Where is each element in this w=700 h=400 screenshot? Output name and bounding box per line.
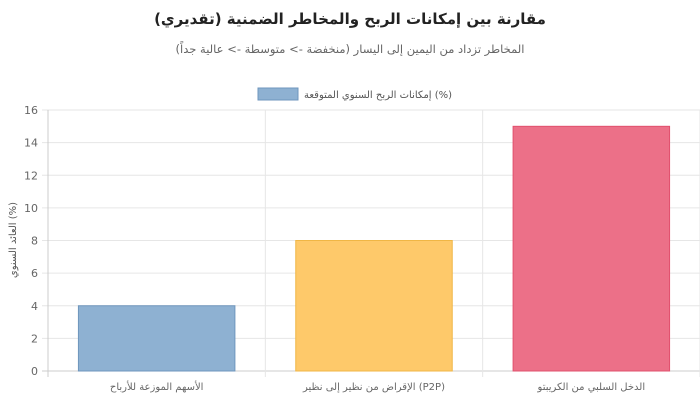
bar[interactable] bbox=[77, 305, 236, 372]
y-tick-label: 10 bbox=[24, 202, 38, 215]
y-tick-label: 12 bbox=[24, 169, 38, 182]
legend-label: إمكانات الربح السنوي المتوقعة (%) bbox=[304, 90, 452, 101]
x-axis-labels: الأسهم الموزعة للأرباح الإقراض من نظير إل… bbox=[110, 380, 645, 393]
x-tick-label: الدخل السلبي من الكريبتو bbox=[537, 382, 646, 393]
x-tick-label: الأسهم الموزعة للأرباح bbox=[110, 380, 204, 393]
y-axis-ticks: 0 2 4 6 8 10 12 14 16 bbox=[24, 104, 38, 378]
y-tick-label: 16 bbox=[24, 104, 38, 117]
bar[interactable] bbox=[295, 240, 453, 372]
y-axis-title: العائد السنوي (%) bbox=[8, 202, 19, 278]
bars bbox=[77, 125, 671, 372]
bar[interactable] bbox=[512, 125, 671, 372]
chart-title: مقارنة بين إمكانات الربح والمخاطر الضمني… bbox=[154, 10, 546, 29]
legend[interactable]: إمكانات الربح السنوي المتوقعة (%) bbox=[257, 87, 452, 101]
y-tick-label: 2 bbox=[31, 332, 38, 345]
y-tick-label: 8 bbox=[31, 235, 38, 248]
legend-swatch bbox=[257, 87, 299, 101]
y-tick-label: 6 bbox=[31, 267, 38, 280]
y-tick-label: 14 bbox=[24, 137, 38, 150]
y-tick-label: 0 bbox=[31, 365, 38, 378]
x-tick-label: الإقراض من نظير إلى نظير (P2P) bbox=[302, 382, 445, 393]
chart-subtitle: المخاطر تزداد من اليمين إلى اليسار (منخف… bbox=[176, 40, 525, 57]
y-tick-label: 4 bbox=[31, 300, 38, 313]
